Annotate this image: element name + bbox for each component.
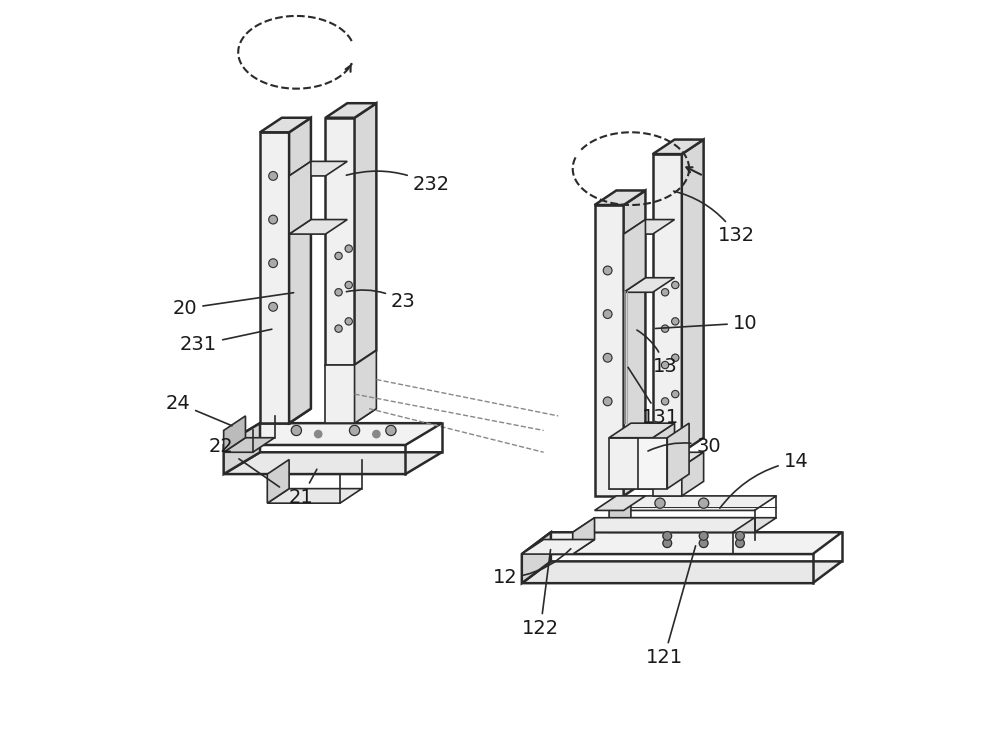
Text: 232: 232	[346, 171, 450, 194]
Polygon shape	[289, 161, 311, 234]
Circle shape	[603, 266, 612, 274]
Circle shape	[291, 426, 301, 436]
Polygon shape	[289, 220, 347, 234]
Polygon shape	[609, 474, 675, 488]
Circle shape	[386, 426, 396, 436]
Polygon shape	[224, 423, 260, 474]
Polygon shape	[609, 423, 675, 438]
Circle shape	[269, 259, 277, 268]
Circle shape	[269, 215, 277, 224]
Text: 21: 21	[289, 469, 317, 507]
Text: 23: 23	[346, 290, 416, 311]
Text: 131: 131	[628, 367, 679, 427]
Polygon shape	[325, 103, 376, 118]
Polygon shape	[624, 191, 645, 496]
Polygon shape	[609, 438, 653, 488]
Text: 13: 13	[637, 330, 677, 376]
Text: 132: 132	[674, 191, 755, 245]
Circle shape	[661, 288, 669, 296]
Polygon shape	[609, 496, 631, 532]
Circle shape	[672, 281, 679, 288]
Circle shape	[345, 318, 352, 325]
Polygon shape	[355, 103, 376, 365]
Circle shape	[699, 539, 708, 548]
Text: 122: 122	[522, 550, 559, 638]
Circle shape	[655, 498, 665, 508]
Polygon shape	[224, 453, 442, 474]
Text: 10: 10	[655, 314, 757, 333]
Polygon shape	[609, 518, 776, 532]
Polygon shape	[267, 460, 289, 503]
Polygon shape	[595, 496, 645, 510]
Text: 20: 20	[173, 293, 294, 318]
Polygon shape	[682, 453, 704, 496]
Polygon shape	[325, 409, 376, 423]
Polygon shape	[325, 118, 355, 365]
Polygon shape	[573, 518, 755, 532]
Text: 231: 231	[180, 329, 272, 355]
Polygon shape	[624, 220, 645, 292]
Polygon shape	[289, 118, 311, 423]
Circle shape	[269, 302, 277, 311]
Circle shape	[736, 531, 744, 540]
Polygon shape	[224, 438, 275, 453]
Polygon shape	[653, 423, 675, 488]
Circle shape	[672, 318, 679, 325]
Circle shape	[269, 172, 277, 180]
Text: 30: 30	[648, 437, 721, 456]
Circle shape	[661, 361, 669, 369]
Circle shape	[672, 354, 679, 361]
Polygon shape	[325, 365, 355, 423]
Polygon shape	[624, 220, 675, 234]
Circle shape	[663, 531, 672, 540]
Circle shape	[335, 253, 342, 260]
Circle shape	[699, 498, 709, 508]
Polygon shape	[224, 423, 442, 445]
Polygon shape	[289, 161, 347, 176]
Polygon shape	[595, 191, 645, 205]
Polygon shape	[522, 532, 842, 554]
Polygon shape	[522, 561, 842, 583]
Circle shape	[335, 325, 342, 332]
Polygon shape	[638, 438, 667, 488]
Polygon shape	[355, 350, 376, 423]
Polygon shape	[224, 416, 245, 453]
Polygon shape	[682, 139, 704, 453]
Circle shape	[663, 539, 672, 548]
Polygon shape	[624, 277, 675, 292]
Polygon shape	[267, 488, 362, 503]
Polygon shape	[595, 205, 624, 496]
Text: 22: 22	[209, 437, 280, 487]
Polygon shape	[653, 466, 682, 496]
Circle shape	[661, 398, 669, 405]
Circle shape	[661, 325, 669, 332]
Polygon shape	[653, 453, 704, 466]
Circle shape	[335, 288, 342, 296]
Text: 14: 14	[720, 452, 808, 508]
Polygon shape	[260, 409, 311, 423]
Polygon shape	[260, 132, 289, 423]
Circle shape	[736, 539, 744, 548]
Circle shape	[603, 353, 612, 362]
Text: 121: 121	[645, 546, 696, 667]
Circle shape	[315, 431, 322, 438]
Circle shape	[345, 245, 352, 253]
Text: 24: 24	[165, 393, 232, 426]
Polygon shape	[573, 518, 595, 554]
Circle shape	[345, 281, 352, 288]
Circle shape	[373, 431, 380, 438]
Polygon shape	[653, 139, 704, 154]
Polygon shape	[522, 532, 551, 583]
Polygon shape	[609, 496, 776, 510]
Circle shape	[672, 391, 679, 398]
Polygon shape	[667, 423, 689, 488]
Circle shape	[349, 426, 360, 436]
Polygon shape	[522, 539, 595, 554]
Polygon shape	[653, 154, 682, 453]
Circle shape	[603, 397, 612, 406]
Circle shape	[603, 310, 612, 318]
Text: 12: 12	[493, 549, 571, 587]
Circle shape	[699, 531, 708, 540]
Polygon shape	[260, 118, 311, 132]
